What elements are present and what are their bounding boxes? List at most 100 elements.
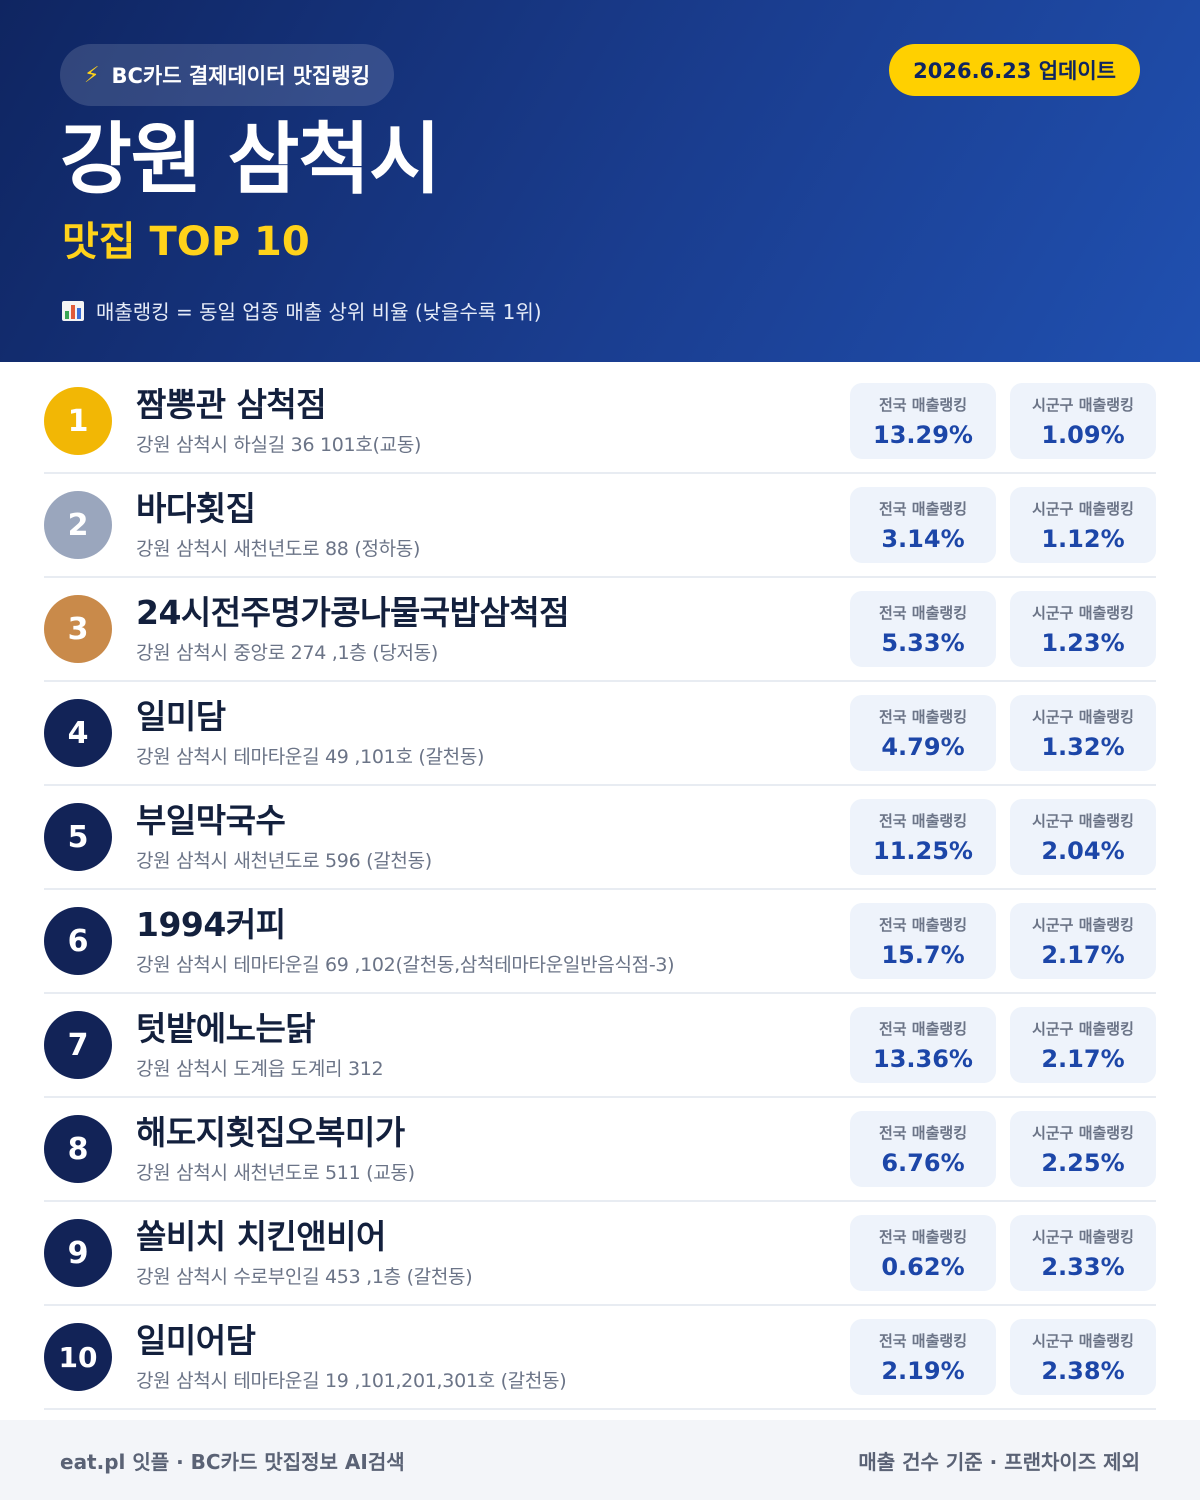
- header: ⚡ BC카드 결제데이터 맛집랭킹 2026.6.23 업데이트 강원 삼척시 …: [0, 0, 1200, 362]
- source-badge-label: BC카드 결제데이터 맛집랭킹: [111, 64, 371, 88]
- restaurant-name: 텃밭에노는닭: [136, 1008, 316, 1048]
- page-subtitle: 맛집 TOP 10: [62, 219, 310, 265]
- rank-badge: 6: [44, 907, 112, 975]
- rank-badge: 10: [44, 1323, 112, 1391]
- national-ranking-label: 전국 매출랭킹: [878, 707, 968, 726]
- national-ranking-label: 전국 매출랭킹: [878, 1331, 968, 1350]
- local-ranking-card: 시군구 매출랭킹 1.09%: [1010, 383, 1156, 459]
- lightning-icon: ⚡: [84, 62, 100, 88]
- national-ranking-card: 전국 매출랭킹 0.62%: [850, 1215, 996, 1291]
- restaurant-address: 강원 삼척시 중앙로 274 ,1층 (당저동): [136, 642, 438, 665]
- restaurant-address: 강원 삼척시 테마타운길 69 ,102(갈천동,삼척테마타운일반음식점-3): [136, 954, 675, 977]
- restaurant-address: 강원 삼척시 새천년도로 511 (교동): [136, 1162, 415, 1185]
- national-ranking-label: 전국 매출랭킹: [878, 1123, 968, 1142]
- national-ranking-card: 전국 매출랭킹 4.79%: [850, 695, 996, 771]
- local-ranking-value: 2.38%: [1041, 1356, 1125, 1385]
- local-ranking-value: 2.25%: [1041, 1148, 1125, 1177]
- local-ranking-card: 시군구 매출랭킹 2.17%: [1010, 903, 1156, 979]
- footer-left: eat.pl 잇플 · BC카드 맛집정보 AI검색: [60, 1449, 405, 1474]
- restaurant-address: 강원 삼척시 하실길 36 101호(교동): [136, 434, 422, 457]
- national-ranking-label: 전국 매출랭킹: [878, 811, 968, 830]
- rank-badge: 1: [44, 387, 112, 455]
- local-ranking-value: 1.09%: [1041, 420, 1125, 449]
- rank-badge: 8: [44, 1115, 112, 1183]
- local-ranking-value: 1.23%: [1041, 628, 1125, 657]
- restaurant-name: 짬뽕관 삼척점: [136, 384, 327, 424]
- local-ranking-card: 시군구 매출랭킹 2.25%: [1010, 1111, 1156, 1187]
- restaurant-name: 일미어담: [136, 1320, 256, 1360]
- national-ranking-card: 전국 매출랭킹 3.14%: [850, 487, 996, 563]
- local-ranking-label: 시군구 매출랭킹: [1032, 811, 1134, 830]
- national-ranking-value: 6.76%: [881, 1148, 965, 1177]
- restaurant-address: 강원 삼척시 수로부인길 453 ,1층 (갈천동): [136, 1266, 473, 1289]
- local-ranking-value: 1.12%: [1041, 524, 1125, 553]
- restaurant-name: 바다횟집: [136, 488, 256, 528]
- national-ranking-value: 13.29%: [873, 420, 973, 449]
- national-ranking-value: 13.36%: [873, 1044, 973, 1073]
- national-ranking-card: 전국 매출랭킹 5.33%: [850, 591, 996, 667]
- list-item[interactable]: 10 일미어담 강원 삼척시 테마타운길 19 ,101,201,301호 (갈천…: [44, 1306, 1156, 1410]
- national-ranking-value: 5.33%: [881, 628, 965, 657]
- local-ranking-card: 시군구 매출랭킹 2.33%: [1010, 1215, 1156, 1291]
- list-item[interactable]: 2 바다횟집 강원 삼척시 새천년도로 88 (정하동) 전국 매출랭킹 3.14%…: [44, 474, 1156, 578]
- local-ranking-value: 2.33%: [1041, 1252, 1125, 1281]
- national-ranking-card: 전국 매출랭킹 2.19%: [850, 1319, 996, 1395]
- restaurant-name: 해도지횟집오복미가: [136, 1112, 405, 1152]
- national-ranking-card: 전국 매출랭킹 15.7%: [850, 903, 996, 979]
- ranking-note: 매출랭킹 = 동일 업종 매출 상위 비율 (낮을수록 1위): [62, 296, 542, 325]
- national-ranking-value: 2.19%: [881, 1356, 965, 1385]
- restaurant-name: 일미담: [136, 696, 226, 736]
- local-ranking-label: 시군구 매출랭킹: [1032, 1123, 1134, 1142]
- national-ranking-card: 전국 매출랭킹 11.25%: [850, 799, 996, 875]
- local-ranking-card: 시군구 매출랭킹 1.32%: [1010, 695, 1156, 771]
- national-ranking-value: 11.25%: [873, 836, 973, 865]
- local-ranking-label: 시군구 매출랭킹: [1032, 1019, 1134, 1038]
- source-badge: ⚡ BC카드 결제데이터 맛집랭킹: [60, 44, 395, 106]
- restaurant-name: 쏠비치 치킨앤비어: [136, 1216, 386, 1256]
- national-ranking-card: 전국 매출랭킹 6.76%: [850, 1111, 996, 1187]
- national-ranking-value: 3.14%: [881, 524, 965, 553]
- restaurant-name: 24시전주명가콩나물국밥삼척점: [136, 592, 570, 632]
- local-ranking-label: 시군구 매출랭킹: [1032, 1227, 1134, 1246]
- local-ranking-card: 시군구 매출랭킹 2.04%: [1010, 799, 1156, 875]
- footer: eat.pl 잇플 · BC카드 맛집정보 AI검색 매출 건수 기준 · 프랜…: [0, 1420, 1200, 1500]
- national-ranking-label: 전국 매출랭킹: [878, 603, 968, 622]
- rank-badge: 4: [44, 699, 112, 767]
- restaurant-list: 1 짬뽕관 삼척점 강원 삼척시 하실길 36 101호(교동) 전국 매출랭킹 1…: [44, 370, 1156, 1410]
- national-ranking-label: 전국 매출랭킹: [878, 499, 968, 518]
- local-ranking-value: 1.32%: [1041, 732, 1125, 761]
- rank-badge: 5: [44, 803, 112, 871]
- restaurant-address: 강원 삼척시 새천년도로 88 (정하동): [136, 538, 421, 561]
- local-ranking-label: 시군구 매출랭킹: [1032, 915, 1134, 934]
- rank-badge: 3: [44, 595, 112, 663]
- national-ranking-value: 15.7%: [881, 940, 965, 969]
- ranking-note-text: 매출랭킹 = 동일 업종 매출 상위 비율 (낮을수록 1위): [96, 300, 542, 324]
- restaurant-name: 부일막국수: [136, 800, 286, 840]
- rank-badge: 9: [44, 1219, 112, 1287]
- local-ranking-card: 시군구 매출랭킹 2.17%: [1010, 1007, 1156, 1083]
- national-ranking-label: 전국 매출랭킹: [878, 1019, 968, 1038]
- restaurant-address: 강원 삼척시 새천년도로 596 (갈천동): [136, 850, 432, 873]
- local-ranking-label: 시군구 매출랭킹: [1032, 395, 1134, 414]
- restaurant-address: 강원 삼척시 테마타운길 49 ,101호 (갈천동): [136, 746, 485, 769]
- local-ranking-label: 시군구 매출랭킹: [1032, 707, 1134, 726]
- local-ranking-value: 2.04%: [1041, 836, 1125, 865]
- national-ranking-card: 전국 매출랭킹 13.29%: [850, 383, 996, 459]
- national-ranking-label: 전국 매출랭킹: [878, 395, 968, 414]
- local-ranking-card: 시군구 매출랭킹 1.23%: [1010, 591, 1156, 667]
- restaurant-name: 1994커피: [136, 904, 286, 944]
- local-ranking-value: 2.17%: [1041, 940, 1125, 969]
- restaurant-address: 강원 삼척시 도계읍 도계리 312: [136, 1058, 384, 1081]
- update-badge: 2026.6.23 업데이트: [889, 44, 1140, 96]
- rank-badge: 7: [44, 1011, 112, 1079]
- local-ranking-card: 시군구 매출랭킹 2.38%: [1010, 1319, 1156, 1395]
- footer-right: 매출 건수 기준 · 프랜차이즈 제외: [858, 1449, 1140, 1474]
